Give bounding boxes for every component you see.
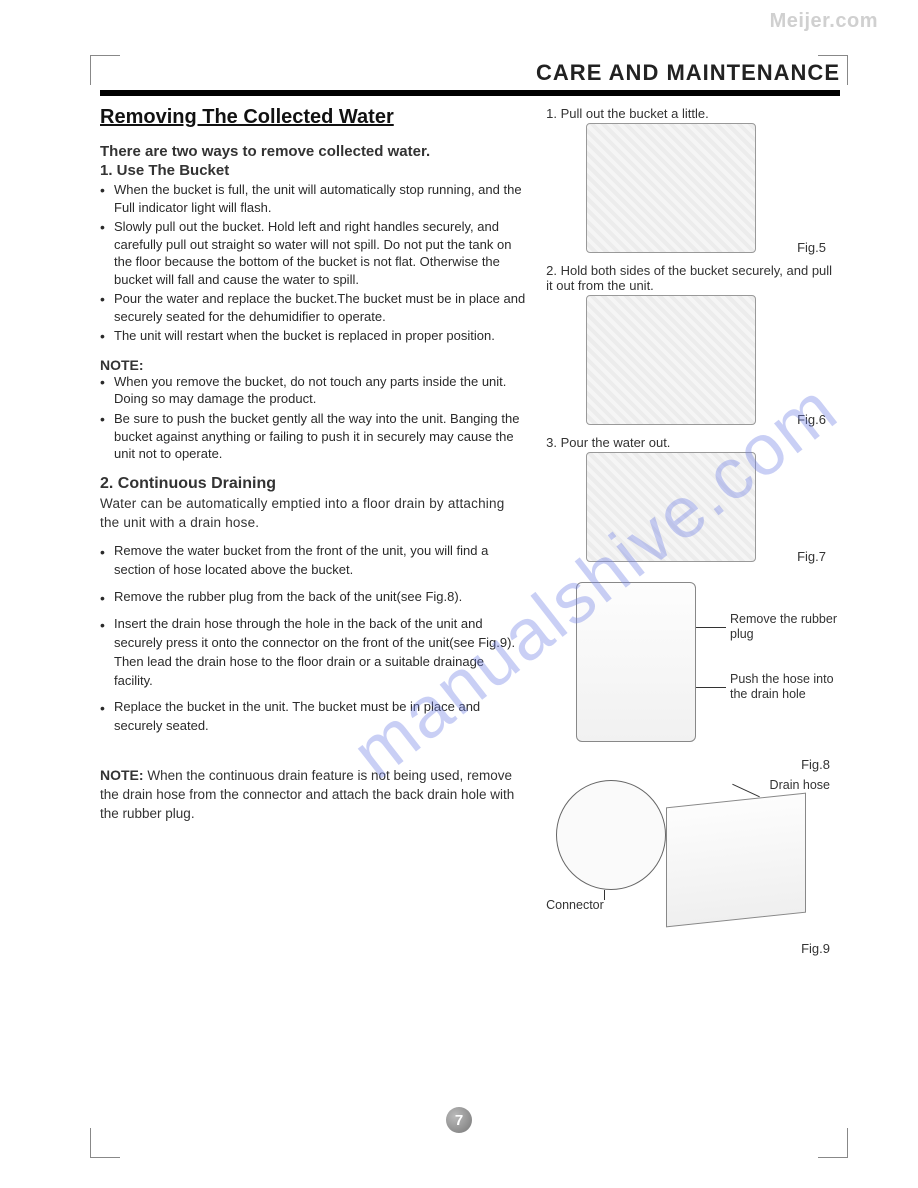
- page-content: CARE AND MAINTENANCE Removing The Collec…: [100, 60, 840, 950]
- method1-notes: When you remove the bucket, do not touch…: [100, 373, 526, 463]
- section-title: Removing The Collected Water: [100, 106, 526, 129]
- left-column: Removing The Collected Water There are t…: [100, 106, 526, 950]
- figure-image: [586, 452, 756, 562]
- crop-mark: [90, 1128, 120, 1158]
- figure-caption: 1. Pull out the bucket a little.: [546, 106, 840, 121]
- figure-6: 2. Hold both sides of the bucket securel…: [546, 263, 840, 427]
- note-label: NOTE:: [100, 767, 144, 783]
- list-item: Remove the water bucket from the front o…: [114, 542, 526, 580]
- annotation-line: [696, 687, 726, 688]
- annotation-line: [732, 784, 760, 798]
- list-item: Remove the rubber plug from the back of …: [114, 588, 526, 607]
- figure-caption: 2. Hold both sides of the bucket securel…: [546, 263, 840, 293]
- figure-detail-circle: [556, 780, 666, 890]
- figure-annotation: Remove the rubber plug: [730, 612, 840, 642]
- figure-label: Fig.7: [546, 549, 830, 564]
- figure-label: Fig.6: [546, 412, 830, 427]
- annotation-line: [696, 627, 726, 628]
- figure-label: Fig.8: [801, 757, 830, 772]
- intro-text: There are two ways to remove collected w…: [100, 143, 526, 160]
- list-item: Replace the bucket in the unit. The buck…: [114, 698, 526, 736]
- list-item: Pour the water and replace the bucket.Th…: [114, 290, 526, 325]
- page-number: 7: [446, 1107, 472, 1133]
- figure-annotation: Drain hose: [770, 778, 830, 792]
- method2-steps: Remove the water bucket from the front o…: [100, 542, 526, 736]
- method2-intro: Water can be automatically emptied into …: [100, 495, 526, 533]
- list-item: Slowly pull out the bucket. Hold left an…: [114, 218, 526, 288]
- figure-caption: 3. Pour the water out.: [546, 435, 840, 450]
- list-item: When you remove the bucket, do not touch…: [114, 373, 526, 408]
- method2-title: 2. Continuous Draining: [100, 475, 526, 493]
- figure-label: Fig.5: [546, 240, 830, 255]
- page-header: CARE AND MAINTENANCE: [100, 60, 840, 96]
- method1-steps: When the bucket is full, the unit will a…: [100, 181, 526, 345]
- figure-image: [666, 793, 806, 928]
- list-item: Insert the drain hose through the hole i…: [114, 615, 526, 690]
- figure-image: [576, 582, 696, 742]
- note-text: When the continuous drain feature is not…: [100, 768, 514, 821]
- figure-8: Remove the rubber plug Push the hose int…: [546, 572, 840, 772]
- crop-mark: [818, 1128, 848, 1158]
- right-column: 1. Pull out the bucket a little. Fig.5 2…: [546, 106, 840, 950]
- figure-9: Drain hose Connector Fig.9: [546, 780, 840, 950]
- method1-title: 1. Use The Bucket: [100, 162, 526, 179]
- figure-image: [586, 123, 756, 253]
- list-item: Be sure to push the bucket gently all th…: [114, 410, 526, 463]
- note-label: NOTE:: [100, 357, 526, 373]
- method2-note: NOTE: When the continuous drain feature …: [100, 766, 526, 824]
- figure-annotation: Connector: [546, 898, 604, 912]
- list-item: The unit will restart when the bucket is…: [114, 327, 526, 345]
- figure-label: Fig.9: [801, 941, 830, 956]
- figure-5: 1. Pull out the bucket a little. Fig.5: [546, 106, 840, 255]
- figure-7: 3. Pour the water out. Fig.7: [546, 435, 840, 564]
- figure-annotation: Push the hose into the drain hole: [730, 672, 840, 702]
- list-item: When the bucket is full, the unit will a…: [114, 181, 526, 216]
- watermark-top: Meijer.com: [770, 10, 878, 33]
- figure-image: [586, 295, 756, 425]
- annotation-line: [604, 890, 605, 900]
